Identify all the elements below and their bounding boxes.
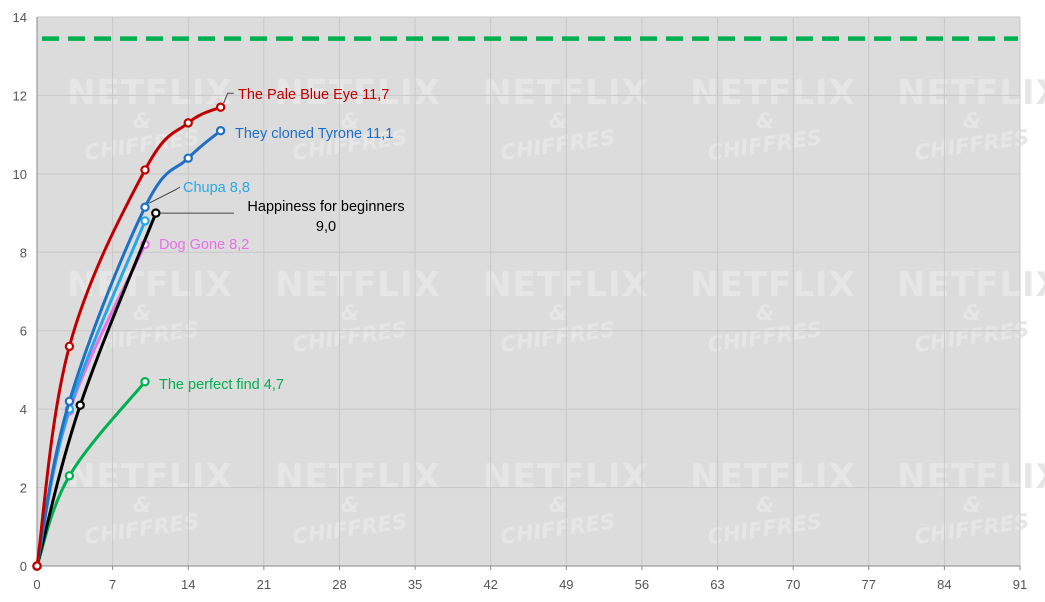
watermark-tile: NETFLIX&CHIFFRES [67, 73, 233, 165]
watermark-line2: & [341, 493, 359, 517]
x-tick-label: 14 [181, 577, 195, 592]
x-tick-label: 0 [33, 577, 40, 592]
watermark-line1: NETFLIX [67, 265, 233, 305]
x-tick-label: 28 [332, 577, 346, 592]
label-happiness-for-beginners-value: 9,0 [316, 219, 336, 235]
watermark-line1: NETFLIX [690, 73, 856, 113]
series-the-pale-blue-eye [32, 102, 226, 571]
watermark-line1: NETFLIX [897, 73, 1045, 113]
data-point [75, 400, 85, 410]
data-point [183, 118, 193, 128]
watermark-line1: NETFLIX [275, 265, 441, 305]
x-tick-label: 35 [408, 577, 422, 592]
x-tick-label: 91 [1013, 577, 1027, 592]
data-point [64, 471, 75, 481]
series-labels: The Pale Blue Eye 11,7 They cloned Tyrone… [148, 87, 405, 393]
watermark-line2: & [963, 301, 981, 325]
watermark-line1: NETFLIX [275, 73, 441, 113]
watermark-line2: & [963, 493, 981, 517]
label-leader-chupa [148, 186, 181, 204]
watermark-tile: NETFLIX&CHIFFRES [483, 457, 649, 549]
y-tick-label: 4 [20, 402, 27, 417]
data-point [140, 202, 150, 212]
watermark-line1: NETFLIX [483, 457, 649, 497]
data-point [32, 561, 42, 571]
label-they-cloned-tyrone: They cloned Tyrone 11,1 [235, 126, 393, 142]
watermark-line2: & [549, 493, 567, 517]
y-tick-label: 8 [20, 245, 27, 260]
series-group [32, 102, 226, 571]
label-leader-pale-blue-eye [223, 92, 234, 104]
watermark-line2: & [133, 301, 151, 325]
watermark-line1: NETFLIX [690, 265, 856, 305]
data-point [140, 376, 150, 387]
y-tick-label: 2 [20, 481, 27, 496]
data-point [151, 208, 161, 218]
data-point [140, 216, 150, 226]
data-point [215, 102, 226, 112]
watermark-line2: & [341, 301, 359, 325]
label-dog-gone: Dog Gone 8,2 [159, 237, 249, 253]
watermark-line2: & [756, 493, 774, 517]
y-tick-label: 12 [13, 88, 27, 103]
watermark-line2: & [133, 493, 151, 517]
x-tick-label: 21 [257, 577, 271, 592]
watermark-line2: & [756, 109, 774, 133]
data-point [64, 341, 75, 352]
x-tick-label: 63 [710, 577, 724, 592]
data-point [183, 153, 193, 163]
data-point [140, 165, 150, 175]
watermark-tile: NETFLIX&CHIFFRES [897, 265, 1045, 357]
watermark-line1: NETFLIX [67, 457, 233, 497]
x-tick-label: 77 [862, 577, 876, 592]
gridlines [36, 16, 1021, 567]
label-the-perfect-find: The perfect find 4,7 [159, 377, 284, 393]
data-point [215, 126, 226, 136]
x-tick-label: 84 [937, 577, 951, 592]
label-the-pale-blue-eye: The Pale Blue Eye 11,7 [238, 87, 389, 103]
watermark-line2: & [549, 301, 567, 325]
watermark-line2: & [963, 109, 981, 133]
y-tick-label: 0 [20, 559, 27, 574]
watermark-line1: NETFLIX [897, 265, 1045, 305]
watermark-line1: NETFLIX [275, 457, 441, 497]
label-chupa: Chupa 8,8 [183, 180, 250, 196]
watermark-line1: NETFLIX [483, 73, 649, 113]
y-tick-label: 6 [20, 324, 27, 339]
x-tick-label: 56 [635, 577, 649, 592]
plot-area [37, 17, 1020, 566]
x-tick-label: 42 [483, 577, 497, 592]
watermark-line2: & [133, 109, 151, 133]
watermark-line2: & [756, 301, 774, 325]
data-point [64, 396, 75, 406]
watermark-line1: NETFLIX [690, 457, 856, 497]
watermark-line1: NETFLIX [483, 265, 649, 305]
x-tick-label: 70 [786, 577, 800, 592]
x-tick-label: 49 [559, 577, 573, 592]
x-tick-label: 7 [109, 577, 116, 592]
y-tick-label: 14 [13, 10, 27, 25]
label-happiness-for-beginners: Happiness for beginners [247, 199, 404, 215]
watermark-line2: & [549, 109, 567, 133]
watermark-line1: NETFLIX [67, 73, 233, 113]
axes: 0 7 14 21 28 35 42 49 56 63 70 77 84 91 0 2 4 6 8 10 12 14 [13, 10, 1028, 592]
watermark-line2: & [341, 109, 359, 133]
watermark-line1: NETFLIX [897, 457, 1045, 497]
y-tick-label: 10 [13, 167, 27, 182]
